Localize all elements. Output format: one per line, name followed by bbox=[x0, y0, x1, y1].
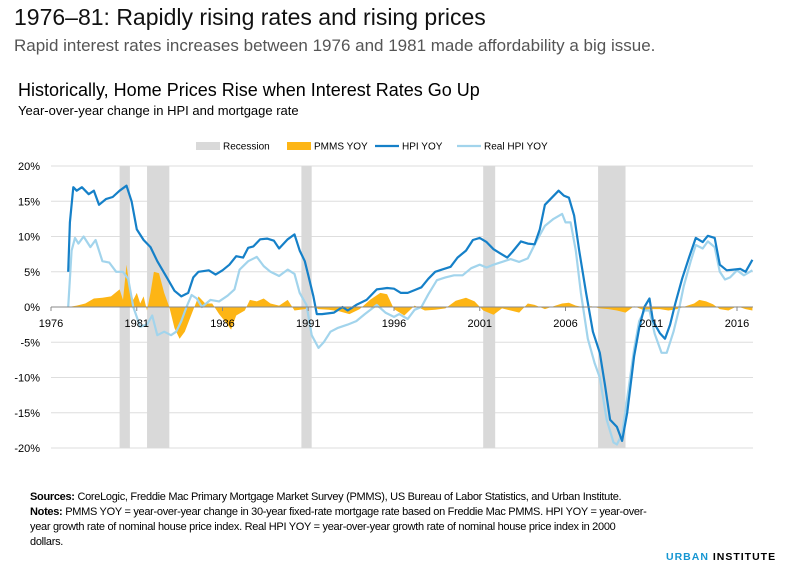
real-hpi-yoy-line bbox=[67, 212, 753, 446]
y-tick-label: -15% bbox=[14, 408, 40, 420]
x-tick-label: 2011 bbox=[639, 318, 663, 330]
legend-swatch bbox=[287, 142, 311, 150]
legend-label: Real HPI YOY bbox=[484, 142, 548, 153]
page-subtitle: Rapid interest rates increases between 1… bbox=[14, 36, 656, 55]
chart-title: Historically, Home Prices Rise when Inte… bbox=[18, 80, 480, 100]
x-tick-label: 2016 bbox=[725, 318, 749, 330]
x-tick-label: 1986 bbox=[210, 318, 234, 330]
legend-swatch bbox=[196, 142, 220, 150]
x-tick-label: 1981 bbox=[125, 318, 149, 330]
chart-subtitle: Year-over-year change in HPI and mortgag… bbox=[18, 103, 299, 118]
hpi-yoy-line bbox=[67, 184, 754, 442]
notes-note: Notes: PMMS YOY = year-over-year change … bbox=[30, 506, 647, 548]
y-tick-label: 15% bbox=[18, 196, 40, 208]
legend-label: Recession bbox=[223, 142, 270, 153]
y-tick-label: 10% bbox=[18, 232, 40, 244]
legend-label: HPI YOY bbox=[402, 142, 443, 153]
x-tick-label: 1996 bbox=[382, 318, 406, 330]
sources-note: Sources: CoreLogic, Freddie Mac Primary … bbox=[30, 491, 622, 503]
y-tick-label: 0% bbox=[24, 302, 40, 314]
x-tick-label: 1976 bbox=[39, 318, 63, 330]
x-tick-label: 1991 bbox=[296, 318, 320, 330]
chart: 20% 15% 10% 5% 0% -5% -10% -15% -20% 1976 1981 1986… bbox=[14, 142, 754, 455]
legend-label: PMMS YOY bbox=[314, 142, 368, 153]
y-tick-label: -20% bbox=[14, 443, 40, 455]
urban-institute-logo: URBAN INSTITUTE bbox=[666, 551, 777, 563]
y-tick-label: -5% bbox=[20, 337, 40, 349]
x-tick-label: 2006 bbox=[553, 318, 577, 330]
y-tick-label: 20% bbox=[18, 161, 40, 173]
y-tick-label: -10% bbox=[14, 373, 40, 385]
footnotes: Sources: CoreLogic, Freddie Mac Primary … bbox=[30, 490, 650, 550]
y-tick-label: 5% bbox=[24, 267, 40, 279]
x-tick-label: 2001 bbox=[468, 318, 492, 330]
page-title: 1976–81: Rapidly rising rates and rising… bbox=[14, 4, 486, 30]
